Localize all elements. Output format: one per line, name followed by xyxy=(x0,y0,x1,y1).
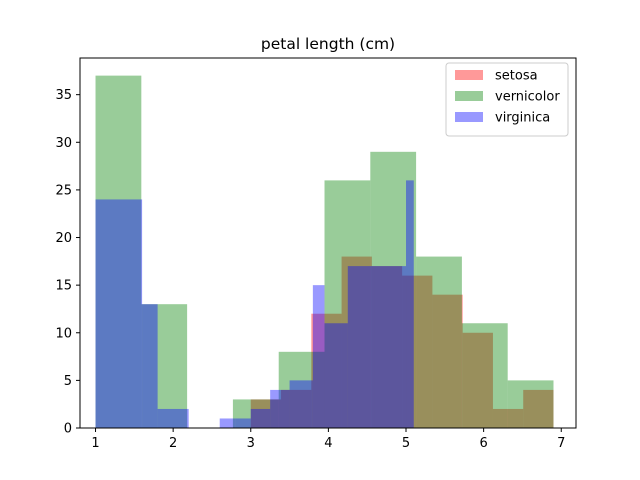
x-tick-label: 1 xyxy=(91,436,99,451)
bar-setosa-8 xyxy=(492,408,524,428)
bar-virginica-5 xyxy=(235,418,251,428)
bar-setosa-1 xyxy=(281,389,312,428)
bar-virginica-9 xyxy=(312,285,325,428)
x-tick-label: 7 xyxy=(557,436,565,451)
x-tick-label: 4 xyxy=(324,436,332,451)
bar-vernicolor-0 xyxy=(95,75,142,428)
x-tick-label: 5 xyxy=(402,436,410,451)
legend-label-setosa: setosa xyxy=(495,69,538,84)
bar-setosa-6 xyxy=(432,294,463,428)
bar-setosa-5 xyxy=(402,275,433,428)
y-tick-label: 25 xyxy=(55,183,72,198)
bar-vernicolor-3 xyxy=(232,399,279,428)
bar-virginica-11 xyxy=(347,266,375,428)
y-tick-label: 0 xyxy=(64,422,72,437)
legend-swatch-vernicolor xyxy=(455,91,483,101)
y-tick-label: 35 xyxy=(55,88,72,103)
bar-virginica-0 xyxy=(95,199,143,428)
bar-virginica-13 xyxy=(406,180,414,428)
bar-setosa-4 xyxy=(371,266,403,428)
histogram-bars xyxy=(95,75,554,429)
bar-vernicolor-4 xyxy=(278,351,325,428)
bar-virginica-7 xyxy=(270,389,290,428)
y-tick-label: 30 xyxy=(55,136,72,151)
legend-label-vernicolor: vernicolor xyxy=(495,90,560,105)
y-axis: 0 5 10 15 20 25 30 35 xyxy=(55,88,80,437)
x-axis: 1 2 3 4 5 6 7 xyxy=(91,428,565,451)
bar-virginica-12 xyxy=(374,266,407,428)
bar-vernicolor-7 xyxy=(416,256,462,428)
bar-setosa-0 xyxy=(250,399,282,428)
bar-virginica-1 xyxy=(142,304,158,428)
bar-vernicolor-9 xyxy=(507,380,554,428)
y-tick-label: 10 xyxy=(55,326,72,341)
bar-setosa-2 xyxy=(311,313,342,428)
bar-virginica-8 xyxy=(289,380,313,428)
legend-swatch-setosa xyxy=(455,70,483,80)
x-tick-label: 2 xyxy=(169,436,177,451)
bar-virginica-2 xyxy=(157,408,189,428)
bar-vernicolor-8 xyxy=(461,323,508,428)
bar-virginica-6 xyxy=(250,408,271,428)
x-tick-label: 3 xyxy=(247,436,255,451)
bar-vernicolor-1 xyxy=(141,304,188,428)
bar-setosa-7 xyxy=(462,332,493,428)
bar-vernicolor-6 xyxy=(370,151,417,429)
chart-title: petal length (cm) xyxy=(261,35,395,53)
bar-virginica-10 xyxy=(324,323,348,428)
y-tick-label: 20 xyxy=(55,231,72,246)
legend-frame xyxy=(445,62,569,137)
legend-label-virginica: virginica xyxy=(495,111,550,126)
x-tick-label: 6 xyxy=(479,436,487,451)
y-tick-label: 5 xyxy=(64,374,72,389)
legend: setosa vernicolor virginica xyxy=(445,62,569,137)
y-tick-label: 15 xyxy=(55,279,72,294)
bar-vernicolor-5 xyxy=(324,180,371,428)
legend-swatch-virginica xyxy=(455,112,483,122)
bar-virginica-4 xyxy=(219,418,236,428)
bar-setosa-9 xyxy=(523,389,554,428)
bar-setosa-3 xyxy=(341,256,372,428)
